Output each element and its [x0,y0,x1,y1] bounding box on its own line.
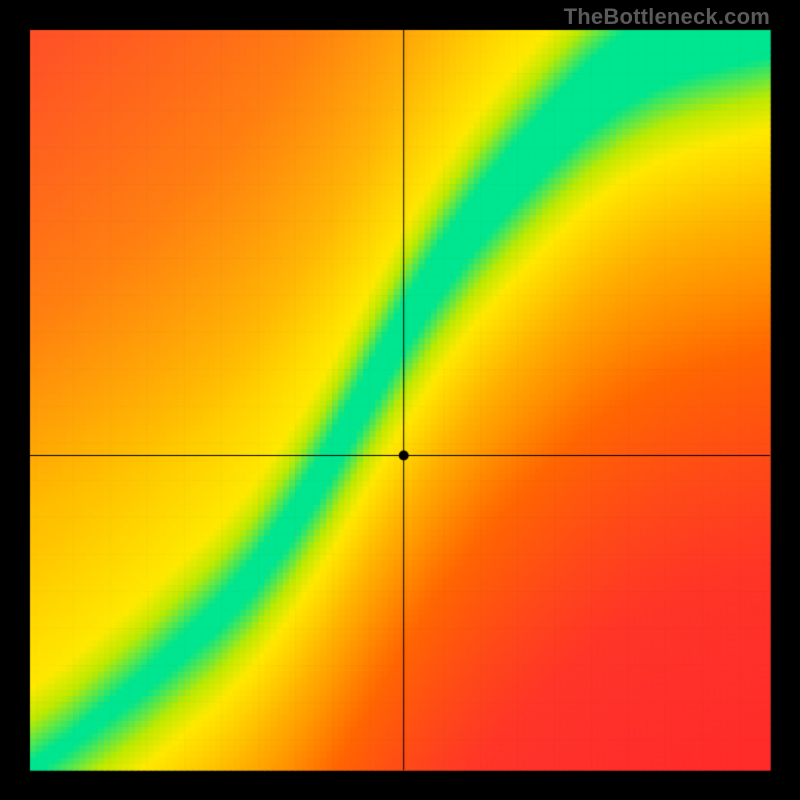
bottleneck-heatmap [0,0,800,800]
chart-container: TheBottleneck.com [0,0,800,800]
watermark-text: TheBottleneck.com [564,4,770,30]
